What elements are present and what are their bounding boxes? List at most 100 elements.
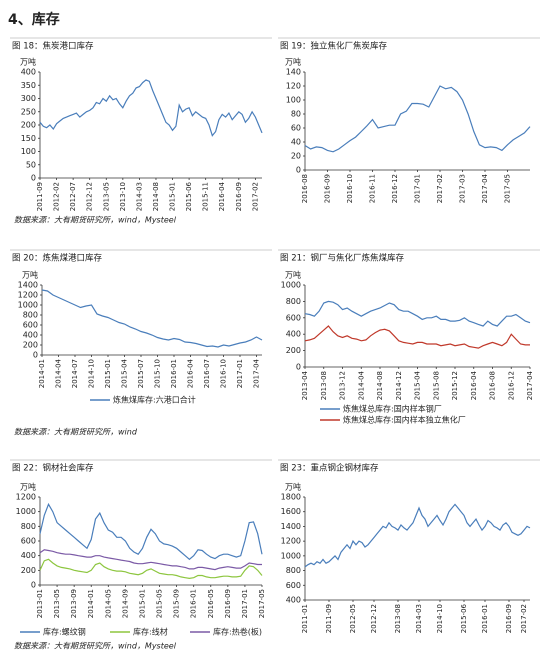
x-tick-label: 2014-08 [152, 182, 160, 211]
y-tick-label: 1400 [18, 281, 38, 290]
x-tick-label: 2016-08 [301, 174, 309, 203]
x-tick-label: 2014-10 [88, 359, 96, 388]
x-tick-label: 2014-10 [436, 604, 444, 633]
y-tick-label: 1200 [18, 291, 38, 300]
y-tick-label: 60 [291, 124, 301, 133]
x-tick-label: 2015-12 [451, 371, 459, 400]
y-tick-label: 800 [23, 311, 38, 320]
x-tick-label: 2017-04 [253, 358, 261, 388]
x-tick-label: 2016-04 [470, 370, 478, 400]
y-tick-label: 600 [21, 537, 36, 546]
legend-label: 炼焦煤库存:六港口合计 [113, 395, 196, 405]
x-tick-label: 2016-01 [170, 359, 178, 388]
x-tick-label: 2013-08 [394, 604, 402, 633]
unit-label: 万吨 [285, 270, 301, 280]
x-tick-label: 2016-11 [369, 174, 377, 203]
source-note: 数据来源：大有期货研究所，wind，Mysteel [14, 642, 177, 651]
x-tick-label: 2016-09 [224, 589, 232, 618]
x-tick-label: 2014-03 [135, 182, 143, 211]
y-tick-label: 200 [286, 346, 301, 355]
x-tick-label: 2012-07 [69, 182, 77, 211]
series-line [304, 325, 530, 349]
x-tick-label: 2013-04 [301, 370, 309, 400]
x-tick-label: 2017-02 [436, 174, 444, 203]
series-line [304, 85, 531, 153]
y-tick-label: 50 [26, 160, 36, 169]
y-tick-label: 1000 [16, 507, 36, 516]
x-tick-label: 2013-05 [102, 182, 110, 211]
x-tick-label: 2014-05 [104, 589, 112, 618]
x-tick-label: 2015-05 [156, 589, 164, 618]
x-tick-label: 2014-01 [38, 359, 46, 388]
x-tick-label: 2012-12 [370, 604, 378, 633]
y-tick-label: 1800 [281, 493, 301, 502]
y-tick-label: 200 [21, 121, 36, 130]
unit-label: 万吨 [285, 57, 301, 67]
x-tick-label: 2017-01 [241, 589, 249, 618]
x-tick-label: 2012-12 [86, 182, 94, 211]
x-tick-label: 2013-12 [339, 371, 347, 400]
series-line [304, 300, 531, 327]
chart-title: 图 18：焦炭港口库存 [12, 41, 94, 52]
series-line [39, 502, 263, 561]
x-tick-label: 2016-04 [187, 358, 195, 388]
legend-label: 库存:线材 [133, 627, 168, 637]
y-tick-label: 1600 [281, 507, 301, 516]
x-tick-label: 2016-09 [324, 174, 332, 203]
x-tick-label: 2017-04 [481, 173, 489, 203]
source-note: 数据来源：大有期货研究所，wind，Mysteel [14, 216, 177, 225]
x-tick-label: 2016-04 [218, 181, 226, 211]
x-tick-label: 2014-01 [87, 589, 95, 618]
legend-label: 炼焦煤总库存:国内样本钢厂 [343, 404, 442, 414]
y-tick-label: 0 [31, 174, 36, 183]
section-title: 4、库存 [8, 11, 60, 28]
y-tick-label: 400 [21, 68, 36, 77]
y-tick-label: 300 [21, 94, 36, 103]
x-tick-label: 2017-03 [459, 174, 467, 203]
y-tick-label: 140 [286, 68, 301, 77]
x-tick-label: 2017-04 [526, 370, 534, 400]
y-tick-label: 1000 [281, 281, 301, 290]
y-tick-label: 100 [21, 147, 36, 156]
y-tick-label: 0 [31, 581, 36, 590]
x-tick-label: 2011-01 [301, 604, 309, 633]
series-line [41, 289, 263, 348]
x-tick-label: 2016-09 [235, 182, 243, 211]
x-tick-label: 2014-09 [121, 589, 129, 618]
x-tick-label: 2016-01 [481, 604, 489, 633]
y-tick-label: 600 [286, 581, 301, 590]
x-tick-label: 2015-01 [104, 359, 112, 388]
y-tick-label: 150 [21, 134, 36, 143]
x-tick-label: 2013-10 [119, 182, 127, 211]
x-tick-label: 2014-08 [376, 371, 384, 400]
legend-label: 炼焦煤总库存:国内样本独立焦化厂 [343, 415, 466, 425]
y-tick-label: 600 [23, 321, 38, 330]
y-tick-label: 800 [286, 566, 301, 575]
chart-title: 图 19：独立焦化厂焦炭库存 [280, 41, 388, 52]
unit-label: 万吨 [285, 482, 301, 492]
x-tick-label: 2016-10 [220, 359, 228, 388]
x-tick-label: 2015-09 [173, 589, 181, 618]
x-tick-label: 2014-12 [395, 371, 403, 400]
x-tick-label: 2012-05 [349, 604, 357, 633]
unit-label: 万吨 [22, 270, 38, 280]
x-tick-label: 2016-12 [391, 174, 399, 203]
y-tick-label: 400 [286, 596, 301, 605]
y-tick-label: 250 [21, 107, 36, 116]
y-tick-label: 20 [291, 152, 301, 161]
x-tick-label: 2015-07 [137, 359, 145, 388]
y-tick-label: 200 [23, 341, 38, 350]
y-tick-label: 800 [21, 522, 36, 531]
x-tick-label: 2015-04 [121, 358, 129, 388]
chart-title: 图 21：钢厂与焦化厂炼焦煤库存 [280, 253, 405, 264]
y-tick-label: 1200 [281, 537, 301, 546]
y-tick-label: 400 [23, 331, 38, 340]
x-tick-label: 2011-09 [325, 604, 333, 633]
x-tick-label: 2015-08 [432, 371, 440, 400]
chart-title: 图 20：炼焦煤港口库存 [12, 253, 103, 264]
x-tick-label: 2017-05 [504, 174, 512, 203]
series-line [39, 79, 263, 137]
series-line [39, 558, 263, 580]
x-tick-label: 2015-01 [169, 182, 177, 211]
x-tick-label: 2016-12 [507, 371, 515, 400]
